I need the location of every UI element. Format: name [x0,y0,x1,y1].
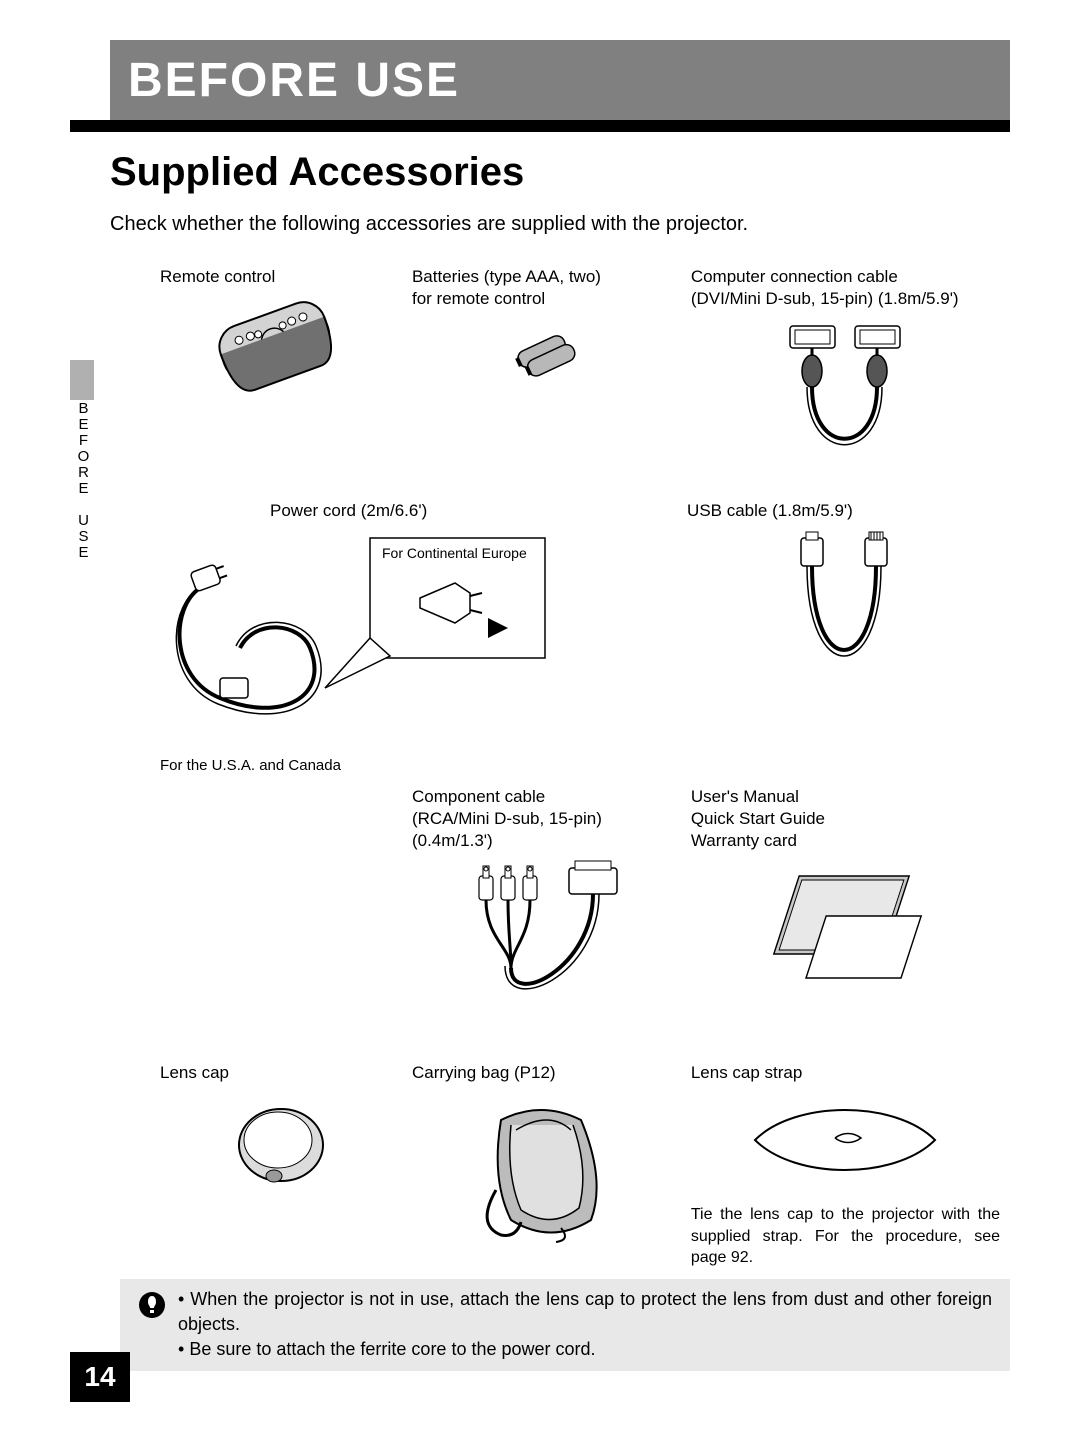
carrying-bag-illustration [412,1090,681,1250]
manual-l2: Quick Start Guide [691,808,1000,830]
strap-illustration [691,1090,1000,1190]
page-number: 14 [70,1352,130,1402]
remote-illustration [160,294,402,424]
computer-cable-illustration [691,316,1000,476]
lens-cap-label: Lens cap [160,1062,402,1084]
strap-label: Lens cap strap [691,1062,1000,1084]
accessories-grid: Remote control [160,266,1010,1269]
batteries-label: Batteries (type AAA, two) [412,266,681,288]
item-component-cable: Component cable (RCA/Mini D-sub, 15-pin)… [412,786,691,1052]
power-cord-illustration: For Continental Europe [160,528,677,748]
usb-cable-label: USB cable (1.8m/5.9') [687,500,1000,522]
computer-cable-label: Computer connection cable [691,266,1000,288]
item-lens-cap: Lens cap [160,1062,412,1214]
computer-cable-sub: (DVI/Mini D-sub, 15-pin) (1.8m/5.9') [691,288,1000,310]
item-usb-cable: USB cable (1.8m/5.9') [687,500,1010,732]
warning-icon [138,1291,166,1319]
item-computer-cable: Computer connection cable (DVI/Mini D-su… [691,266,1010,490]
divider-rule [70,120,1010,132]
item-remote: Remote control [160,266,412,438]
note-bullet-2: • Be sure to attach the ferrite core to … [178,1337,992,1362]
side-tab [70,360,94,400]
manual-l3: Warranty card [691,830,1000,852]
note-bullet-1: • When the projector is not in use, atta… [178,1287,992,1337]
item-manual: User's Manual Quick Start Guide Warranty… [691,786,1010,1002]
manual-illustration [691,858,1000,988]
side-label: BEFORE USE [72,400,92,560]
eu-label: For Continental Europe [382,545,527,561]
component-cable-illustration [412,858,681,1038]
banner-title: BEFORE USE [128,53,460,108]
item-power-cord: Power cord (2m/6.6') For Continental Eur… [160,500,687,776]
note-box: • When the projector is not in use, atta… [120,1279,1010,1371]
item-strap: Lens cap strap Tie the lens cap to the p… [691,1062,1010,1269]
us-label: For the U.S.A. and Canada [160,756,677,776]
strap-note: Tie the lens cap to the projector with t… [691,1204,1000,1269]
item-carrying-bag: Carrying bag (P12) [412,1062,691,1264]
item-batteries: Batteries (type AAA, two) for remote con… [412,266,691,420]
manual-l1: User's Manual [691,786,1000,808]
lens-cap-illustration [160,1090,402,1200]
carrying-bag-label: Carrying bag (P12) [412,1062,681,1084]
batteries-sub: for remote control [412,288,681,310]
section-banner: BEFORE USE [110,40,1010,120]
intro-text: Check whether the following accessories … [110,213,1080,236]
component-cable-sub: (RCA/Mini D-sub, 15-pin) (0.4m/1.3') [412,808,681,852]
section-title: Supplied Accessories [110,150,1080,195]
remote-label: Remote control [160,266,402,288]
usb-cable-illustration [687,528,1000,718]
power-cord-label: Power cord (2m/6.6') [270,500,677,522]
batteries-illustration [412,316,681,406]
component-cable-label: Component cable [412,786,681,808]
